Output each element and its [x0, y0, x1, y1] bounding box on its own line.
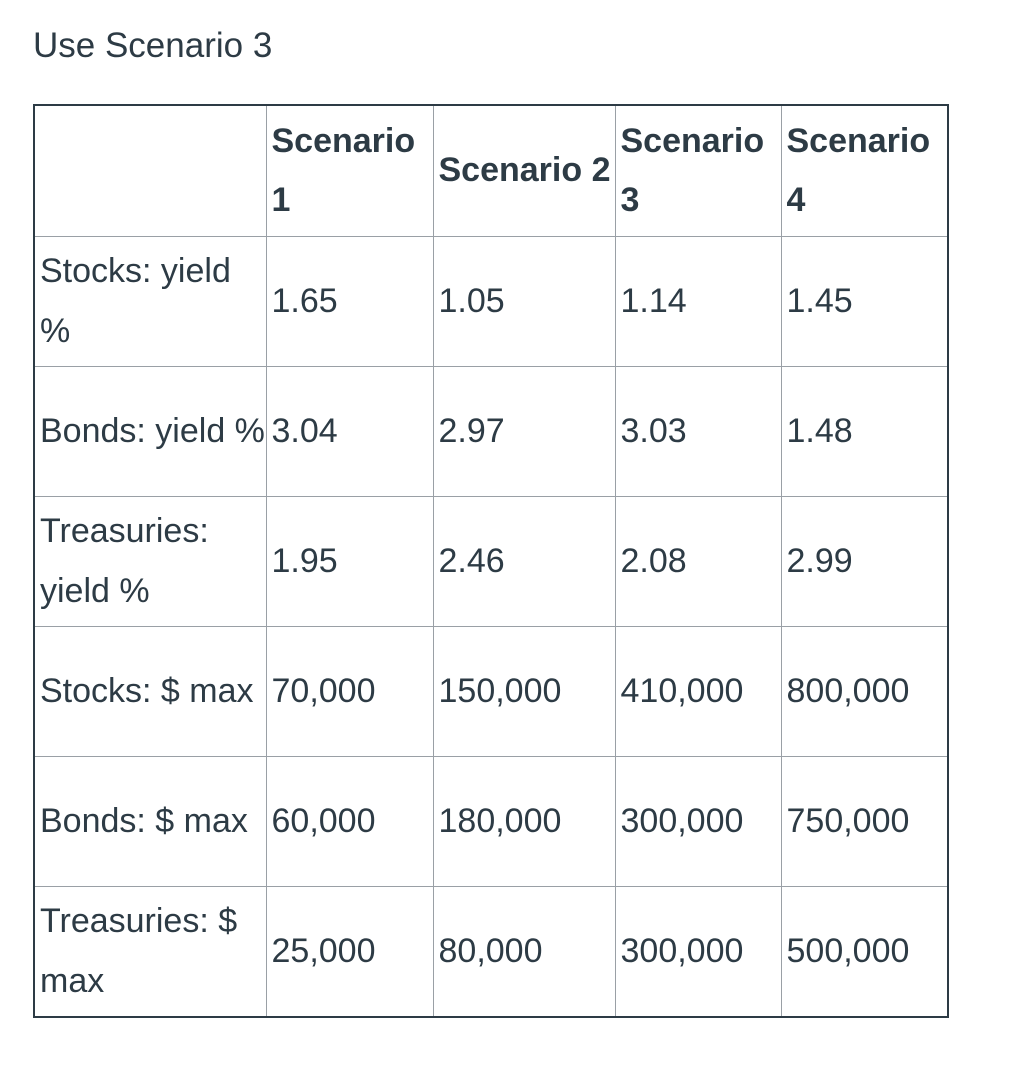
table-row: Treasuries: yield % 1.95 2.46 2.08 2.99 — [33, 495, 949, 627]
table-cell: 3.03 — [614, 365, 782, 497]
table-cell: 1.45 — [780, 235, 949, 367]
table-cell: 1.65 — [265, 235, 434, 367]
table-cell: 2.46 — [432, 495, 616, 627]
table-cell: 150,000 — [432, 625, 616, 757]
table-cell: 300,000 — [614, 755, 782, 887]
column-header-scenario-2: Scenario 2 — [432, 104, 616, 237]
table-header-row: Scenario 1 Scenario 2 Scenario 3 Scenari… — [33, 104, 949, 237]
row-label-treasuries-yield: Treasuries: yield % — [33, 495, 267, 627]
table-cell: 3.04 — [265, 365, 434, 497]
table-cell: 180,000 — [432, 755, 616, 887]
table-row: Treasuries: $ max 25,000 80,000 300,000 … — [33, 885, 949, 1017]
table-cell: 60,000 — [265, 755, 434, 887]
table-cell: 80,000 — [432, 885, 616, 1017]
page-title: Use Scenario 3 — [33, 26, 273, 65]
row-label-stocks-max: Stocks: $ max — [33, 625, 267, 757]
table-row: Bonds: $ max 60,000 180,000 300,000 750,… — [33, 755, 949, 887]
table-cell: 410,000 — [614, 625, 782, 757]
table-cell: 750,000 — [780, 755, 949, 887]
table-cell: 1.05 — [432, 235, 616, 367]
table-cell: 25,000 — [265, 885, 434, 1017]
row-label-bonds-max: Bonds: $ max — [33, 755, 267, 887]
table-row: Bonds: yield % 3.04 2.97 3.03 1.48 — [33, 365, 949, 497]
table-cell: 70,000 — [265, 625, 434, 757]
table-cell: 500,000 — [780, 885, 949, 1017]
row-label-bonds-yield: Bonds: yield % — [33, 365, 267, 497]
table-row: Stocks: $ max 70,000 150,000 410,000 800… — [33, 625, 949, 757]
table-cell: 800,000 — [780, 625, 949, 757]
table-cell: 2.99 — [780, 495, 949, 627]
table-cell: 1.95 — [265, 495, 434, 627]
row-label-treasuries-max: Treasuries: $ max — [33, 885, 267, 1017]
column-header-scenario-4: Scenario 4 — [780, 104, 949, 237]
table-corner-cell — [33, 104, 267, 237]
table-cell: 1.48 — [780, 365, 949, 497]
row-label-stocks-yield: Stocks: yield % — [33, 235, 267, 367]
table-cell: 2.08 — [614, 495, 782, 627]
table-row: Stocks: yield % 1.65 1.05 1.14 1.45 — [33, 235, 949, 367]
table-cell: 1.14 — [614, 235, 782, 367]
scenario-table: Scenario 1 Scenario 2 Scenario 3 Scenari… — [33, 104, 949, 1018]
column-header-scenario-1: Scenario 1 — [265, 104, 434, 237]
table-cell: 300,000 — [614, 885, 782, 1017]
table-cell: 2.97 — [432, 365, 616, 497]
column-header-scenario-3: Scenario 3 — [614, 104, 782, 237]
